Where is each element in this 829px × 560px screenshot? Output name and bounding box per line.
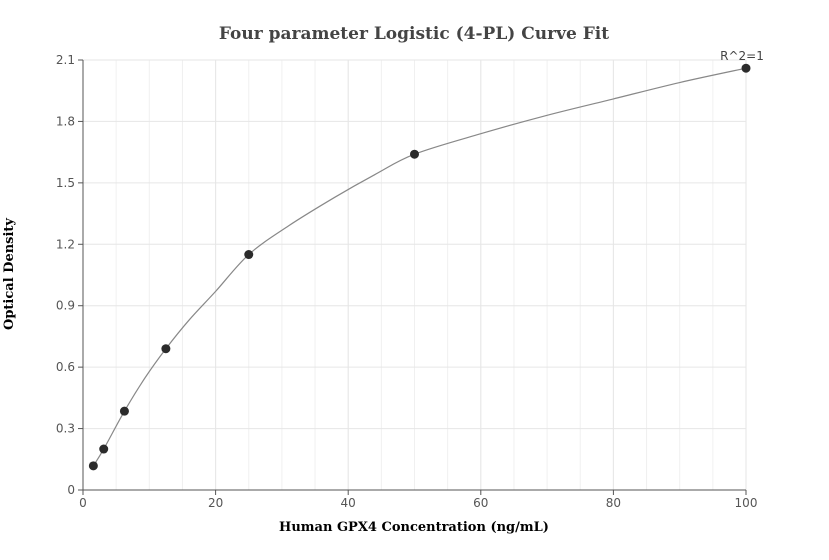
data-point (741, 63, 751, 73)
chart-title: Four parameter Logistic (4-PL) Curve Fit (219, 24, 609, 44)
y-tick-label: 0 (67, 483, 75, 497)
y-axis-title: Optical Density (2, 218, 17, 330)
fit-curve-layer (92, 67, 747, 467)
y-tick-label: 0.3 (56, 422, 75, 436)
fit-curve (92, 67, 747, 467)
x-axis-title: Human GPX4 Concentration (ng/mL) (279, 520, 549, 535)
x-tick-label: 20 (208, 496, 223, 510)
data-point (244, 250, 254, 260)
x-tick-label: 60 (473, 496, 488, 510)
y-tick-label: 1.2 (56, 237, 75, 251)
x-tick-label: 100 (735, 496, 758, 510)
x-tick-label: 40 (341, 496, 356, 510)
r-squared-annotation: R^2=1 (720, 49, 764, 63)
y-tick-label: 0.6 (56, 360, 75, 374)
y-tick-label: 2.1 (56, 53, 75, 67)
y-tick-label: 0.9 (56, 299, 75, 313)
data-point (161, 344, 171, 354)
y-tick-label: 1.8 (56, 114, 75, 128)
axes: 0 0.3 0.6 0.9 1.2 1.5 1.8 2.1 0 20 40 60 80 100 (56, 53, 758, 510)
x-tick-label: 0 (79, 496, 87, 510)
y-tick-label: 1.5 (56, 176, 75, 190)
data-point (410, 149, 419, 159)
data-points (88, 63, 751, 471)
x-tick-label: 80 (606, 496, 621, 510)
data-point (119, 406, 129, 416)
grid (82, 59, 747, 491)
data-point (99, 444, 109, 454)
data-point (88, 461, 98, 471)
